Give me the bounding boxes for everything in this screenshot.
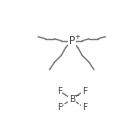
Text: F: F bbox=[57, 87, 62, 96]
Text: +: + bbox=[74, 34, 80, 40]
Text: F: F bbox=[57, 103, 62, 112]
Text: F: F bbox=[82, 103, 87, 112]
Text: P: P bbox=[69, 36, 75, 46]
Text: F: F bbox=[82, 87, 87, 96]
Text: −: − bbox=[74, 93, 80, 99]
Text: B: B bbox=[69, 95, 75, 104]
